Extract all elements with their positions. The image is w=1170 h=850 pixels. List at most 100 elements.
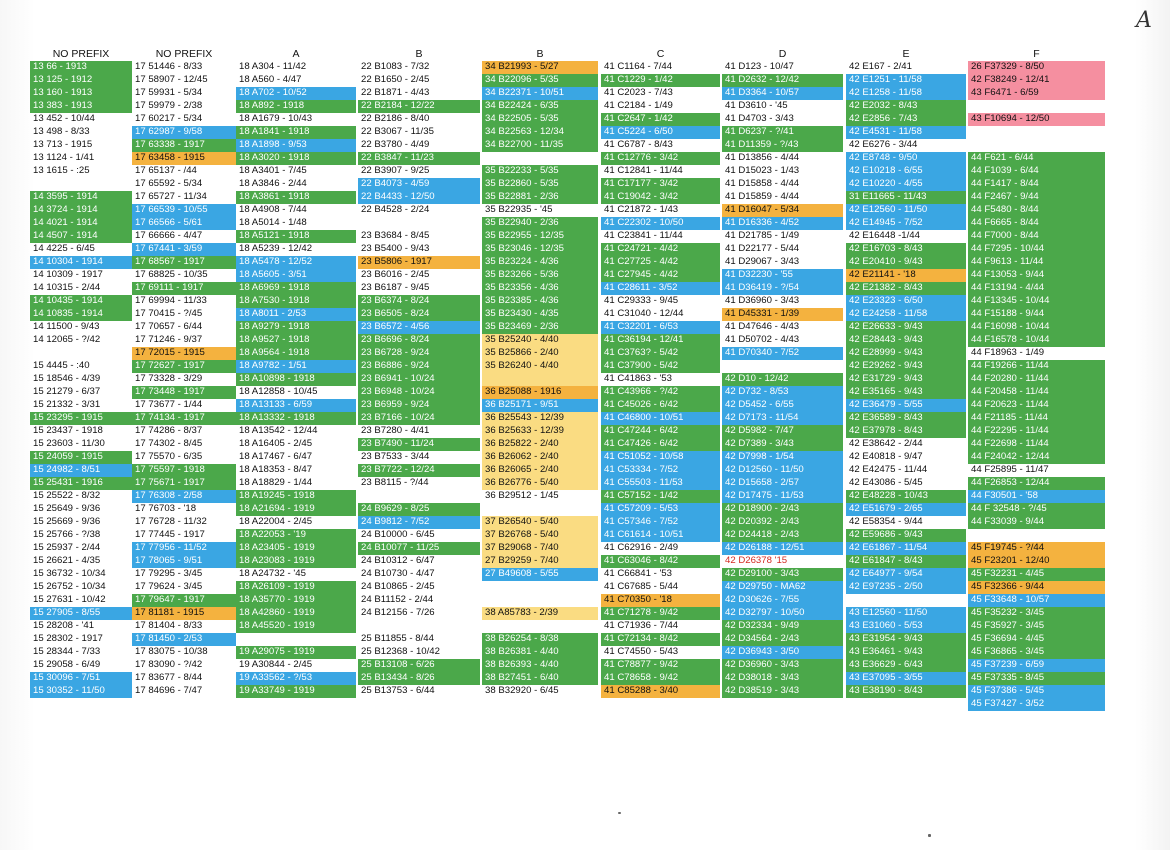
table-cell: 43 E38190 - 8/43 — [846, 685, 966, 698]
table-cell: 17 76703 - '18 — [135, 503, 197, 514]
table-cell: 41 C66841 - '53 — [604, 568, 672, 579]
table-cell: 15 36732 - 10/34 — [33, 568, 106, 579]
table-cell: 23 B6505 - 8/24 — [358, 308, 480, 321]
table-cell: 18 A35770 - 1919 — [236, 594, 356, 607]
table-cell: 41 D15859 - 4/44 — [725, 191, 800, 202]
table-cell: 25 B13753 - 6/44 — [361, 685, 435, 696]
table-cell: 18 A24732 - '45 — [239, 568, 306, 579]
table-cell: 41 C27725 - 4/42 — [601, 256, 720, 269]
table-cell: 34 B21993 - 5/27 — [482, 61, 598, 74]
table-cell: 45 F32366 - 9/44 — [968, 581, 1105, 594]
table-cell: 22 B4433 - 12/50 — [358, 191, 480, 204]
table-cell: 17 68825 - 10/35 — [135, 269, 208, 280]
table-cell: 18 A3846 - 2/44 — [239, 178, 307, 189]
table-cell: 44 F13194 - 4/44 — [968, 282, 1105, 295]
table-cell: 41 C57346 - 7/52 — [601, 516, 720, 529]
table-cell: 15 28208 - '41 — [33, 620, 95, 631]
table-cell: 42 D32797 - 10/50 — [722, 607, 843, 620]
table-cell: 35 B25240 - 4/40 — [482, 334, 598, 347]
table-cell: 17 83090 - ?/42 — [135, 659, 203, 670]
table-cell: 34 B22424 - 6/35 — [482, 100, 598, 113]
table-cell — [482, 581, 598, 594]
corner-mark: A — [1136, 8, 1152, 33]
table-cell: 38 B32920 - 6/45 — [485, 685, 559, 696]
table-cell: 41 C23841 - 11/44 — [604, 230, 683, 241]
table-cell: 18 A1898 - 9/53 — [236, 139, 356, 152]
table-cell: 27 B29259 - 7/40 — [482, 555, 598, 568]
table-cell: 44 F16098 - 10/44 — [968, 321, 1105, 334]
table-cell: 18 A8011 - 2/53 — [236, 308, 356, 321]
table-cell: 45 F35927 - 3/45 — [968, 620, 1105, 633]
table-cell: 41 C22302 - 10/50 — [601, 217, 720, 230]
table-cell: 42 E23323 - 6/50 — [846, 295, 966, 308]
table-cell: 41 C21872 - 1/43 — [604, 204, 679, 215]
table-cell: 13 383 - 1913 — [30, 100, 132, 113]
table-cell: 45 F33648 - 10/57 — [968, 594, 1105, 607]
table-cell: 43 E36629 - 6/43 — [846, 659, 966, 672]
table-cell: 41 D123 - 10/47 — [725, 61, 794, 72]
table-cell — [968, 529, 1105, 542]
table-cell: 35 B23224 - 4/36 — [482, 256, 598, 269]
table-cell: 43 F6471 - 6/59 — [968, 87, 1105, 100]
table-cell: 18 A702 - 10/52 — [236, 87, 356, 100]
table-cell: 14 12065 - ?/42 — [33, 334, 101, 345]
table-cell: 43 E31954 - 9/43 — [846, 633, 966, 646]
table-cell: 44 F24042 - 12/44 — [968, 451, 1105, 464]
table-cell: 41 C55503 - 11/53 — [601, 477, 720, 490]
table-cell: 42 E2856 - 7/43 — [846, 113, 966, 126]
table-cell: 17 81404 - 8/33 — [135, 620, 203, 631]
table-cell: 17 65592 - 5/34 — [135, 178, 203, 189]
table-cell: 42 E61867 - 11/54 — [846, 542, 966, 555]
table-cell: 38 B26381 - 4/40 — [482, 646, 598, 659]
table-cell: 42 D10 - 12/42 — [722, 373, 843, 386]
table-cell: 17 73328 - 3/29 — [135, 373, 203, 384]
table-cell: 42 D17475 - 11/53 — [722, 490, 843, 503]
table-cell: 38 B26254 - 8/38 — [482, 633, 598, 646]
table-cell: 44 F1417 - 8/44 — [968, 178, 1105, 191]
table-cell: 23 B8115 - ?/44 — [361, 477, 429, 488]
table-cell: 44 F20458 - 11/44 — [968, 386, 1105, 399]
table-cell: 41 C45026 - 6/42 — [601, 399, 720, 412]
table-cell: 42 E36479 - 5/55 — [846, 399, 966, 412]
table-cell: 42 E43086 - 5/45 — [849, 477, 923, 488]
table-cell — [482, 594, 598, 607]
table-cell: 17 63458 - 1915 — [132, 152, 236, 165]
table-cell: 41 D6237 - ?/41 — [722, 126, 843, 139]
table-cell: 15 30352 - 11/50 — [30, 685, 132, 698]
table-cell: 41 C36194 - 12/41 — [601, 334, 720, 347]
table-cell: 15 30096 - 7/51 — [30, 672, 132, 685]
table-cell: 41 D16336 - 4/52 — [722, 217, 843, 230]
table-cell: 42 D7998 - 1/54 — [722, 451, 843, 464]
table-cell: 41 C2184 - 1/49 — [604, 100, 673, 111]
table-cell: 41 D36960 - 3/43 — [725, 295, 800, 306]
table-cell: 17 73448 - 1917 — [132, 386, 236, 399]
table-cell: 15 28302 - 1917 — [33, 633, 103, 644]
table-cell: 27 B49608 - 5/55 — [482, 568, 598, 581]
table-cell: 41 D11359 - ?/43 — [722, 139, 843, 152]
table-cell — [968, 139, 1105, 152]
table-cell: 42 E59686 - 9/43 — [846, 529, 966, 542]
table-cell: 41 C2647 - 1/42 — [601, 113, 720, 126]
table-cell: 23 B7533 - 3/44 — [361, 451, 430, 462]
table-cell — [236, 633, 356, 646]
table-cell: 42 E40818 - 9/47 — [849, 451, 923, 462]
table-cell: 24 B10730 - 4/47 — [361, 568, 435, 579]
table-cell: 35 B22233 - 5/35 — [482, 165, 598, 178]
table-cell: 42 D29100 - 3/43 — [722, 568, 843, 581]
table-cell: 35 B23046 - 12/35 — [482, 243, 598, 256]
table-cell: 17 72627 - 1917 — [132, 360, 236, 373]
table-cell: 41 D15023 - 1/43 — [725, 165, 800, 176]
table-cell: 41 D36419 - ?/54 — [722, 282, 843, 295]
table-cell: 24 B10000 - 6/45 — [361, 529, 435, 540]
table-cell: 42 D32334 - 9/49 — [722, 620, 843, 633]
table-cell: 42 E31729 - 9/43 — [846, 373, 966, 386]
table-cell: 17 83677 - 8/44 — [135, 672, 203, 683]
table-cell: 26 F37329 - 8/50 — [968, 61, 1105, 74]
table-cell: 18 A7530 - 1918 — [236, 295, 356, 308]
table-cell: 42 E16448 -1/44 — [849, 230, 920, 241]
table-cell: 41 C47426 - 6/42 — [601, 438, 720, 451]
table-cell: 43 E31060 - 5/53 — [846, 620, 966, 633]
table-cell: 35 B23469 - 2/36 — [482, 321, 598, 334]
table-cell: 24 B10312 - 6/47 — [361, 555, 435, 566]
